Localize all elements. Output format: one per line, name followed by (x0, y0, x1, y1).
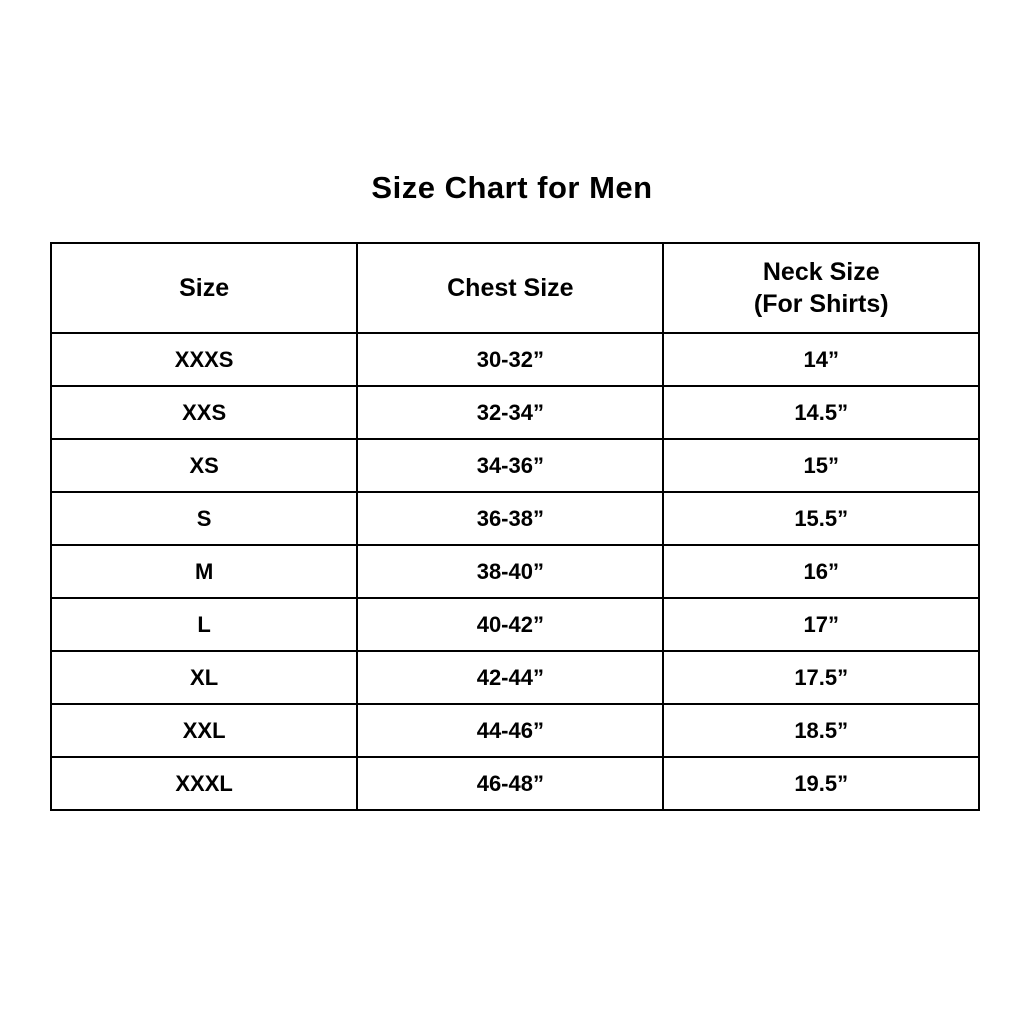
header-chest-size-label: Chest Size (447, 273, 574, 302)
cell-chest: 34-36” (356, 438, 665, 493)
header-size: Size (49, 242, 359, 334)
table-row: XXXS 30-32” 14” (49, 332, 980, 387)
table-row: L 40-42” 17” (49, 597, 980, 652)
size-chart-table: Size Chest Size Neck Size (For Shirts) X… (49, 242, 980, 811)
cell-size: XL (49, 650, 359, 705)
table-row: XXL 44-46” 18.5” (49, 703, 980, 758)
cell-neck: 14” (662, 332, 980, 387)
cell-size: M (49, 544, 359, 599)
cell-neck: 14.5” (662, 385, 980, 440)
header-neck-size-sublabel: (For Shirts) (753, 290, 889, 318)
cell-chest: 30-32” (356, 332, 665, 387)
table-row: XS 34-36” 15” (49, 438, 980, 493)
cell-chest: 38-40” (356, 544, 665, 599)
table-header-row: Size Chest Size Neck Size (For Shirts) (49, 242, 980, 334)
table-row: XXS 32-34” 14.5” (49, 385, 980, 440)
cell-size: S (49, 491, 359, 546)
header-neck-size: Neck Size (For Shirts) (662, 242, 980, 334)
cell-neck: 16” (662, 544, 980, 599)
cell-neck: 15” (662, 438, 980, 493)
cell-chest: 44-46” (356, 703, 665, 758)
cell-size: XXXS (49, 332, 359, 387)
table-row: XXXL 46-48” 19.5” (49, 756, 980, 811)
cell-size: XXL (49, 703, 359, 758)
cell-chest: 46-48” (356, 756, 665, 811)
table-row: S 36-38” 15.5” (49, 491, 980, 546)
table-row: M 38-40” 16” (49, 544, 980, 599)
cell-chest: 40-42” (356, 597, 665, 652)
header-size-label: Size (179, 273, 230, 302)
cell-neck: 17” (662, 597, 980, 652)
cell-size: XXS (49, 385, 359, 440)
cell-neck: 17.5” (662, 650, 980, 705)
page-title: Size Chart for Men (371, 170, 653, 205)
cell-neck: 18.5” (662, 703, 980, 758)
cell-size: XXXL (49, 756, 359, 811)
cell-neck: 15.5” (662, 491, 980, 546)
cell-neck: 19.5” (662, 756, 980, 811)
cell-size: L (49, 597, 359, 652)
header-chest-size: Chest Size (356, 242, 665, 334)
table-row: XL 42-44” 17.5” (49, 650, 980, 705)
cell-chest: 42-44” (356, 650, 665, 705)
header-neck-size-label: Neck Size (762, 257, 880, 286)
cell-chest: 36-38” (356, 491, 665, 546)
cell-chest: 32-34” (356, 385, 665, 440)
cell-size: XS (49, 438, 359, 493)
